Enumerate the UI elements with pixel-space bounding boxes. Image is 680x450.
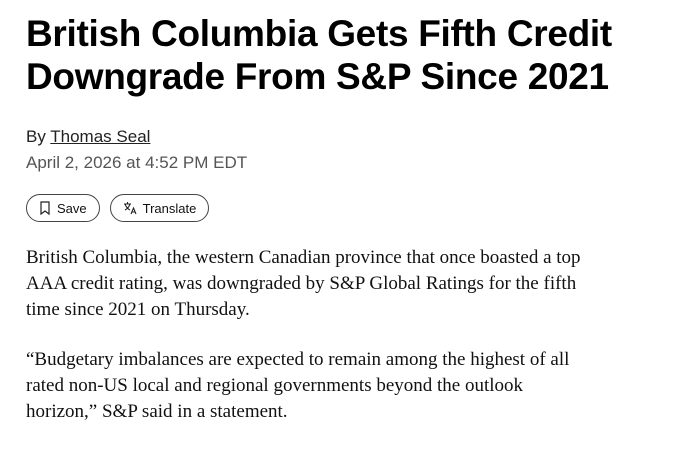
paragraph: British Columbia, the western Canadian p… bbox=[26, 247, 581, 320]
translate-button[interactable]: Translate bbox=[109, 194, 210, 222]
byline: By Thomas Seal bbox=[26, 127, 666, 147]
button-label: Save bbox=[57, 200, 87, 216]
date: April 2, 2026 at 4:52 PM EDT bbox=[26, 153, 248, 172]
save-button[interactable]: Save bbox=[26, 194, 100, 222]
translate-icon bbox=[123, 202, 137, 215]
author-link[interactable]: Thomas Seal bbox=[50, 127, 151, 146]
button-label: Translate bbox=[142, 200, 197, 216]
article: British Columbia Gets Fifth Credit Downg… bbox=[26, 12, 666, 425]
actions: Save Translate bbox=[26, 194, 666, 222]
paragraph: “Budgetary imbalances are expected to re… bbox=[26, 349, 570, 422]
byline-prefix: By bbox=[26, 127, 46, 146]
headline: British Columbia Gets Fifth Credit Downg… bbox=[26, 13, 612, 97]
bookmark-icon bbox=[40, 201, 50, 215]
